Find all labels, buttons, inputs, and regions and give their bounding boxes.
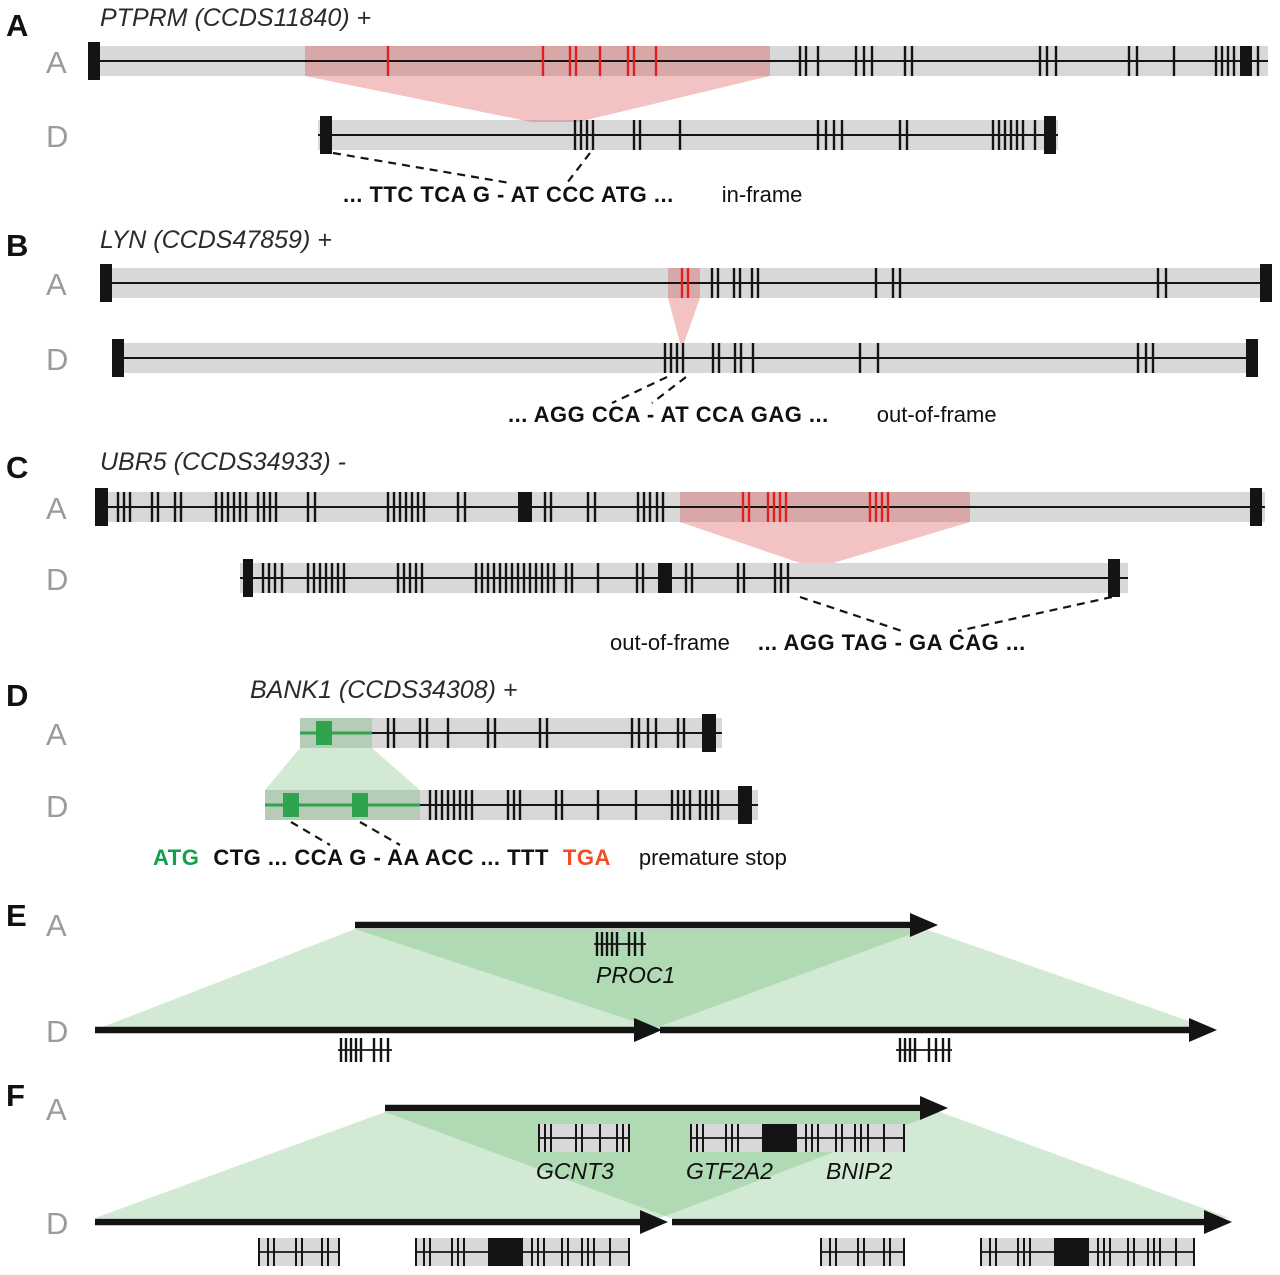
- panel-b-track-d-label: D: [46, 342, 69, 377]
- panel-e-track-a-label: A: [46, 908, 67, 943]
- panel-d-stop-codon: TGA: [562, 845, 611, 870]
- panel-c-track-a-label: A: [46, 491, 67, 526]
- panel-e-gene-proc1-label: PROC1: [596, 962, 676, 988]
- panel-f-letter: F: [6, 1078, 25, 1113]
- panel-b-sequence-row: ... AGG CCA - AT CCA GAG ... out-of-fram…: [508, 402, 997, 428]
- panel-d-sequence-row: ATG CTG ... CCA G - AA ACC ... TTT TGA p…: [153, 845, 787, 871]
- panel-a-gene-title: PTPRM (CCDS11840) +: [100, 4, 372, 32]
- panel-c-letter: C: [6, 450, 29, 485]
- panel-f-gene-bnip2-label: BNIP2: [826, 1158, 893, 1184]
- panel-b-letter: B: [6, 228, 29, 263]
- panel-a-sequence-row: ... TTC TCA G - AT CCC ATG ... in-frame: [343, 182, 802, 208]
- panel-c-gene-title: UBR5 (CCDS34933) -: [100, 448, 346, 476]
- panel-c-frame-note: out-of-frame: [610, 630, 730, 655]
- panel-d-track-d-label: D: [46, 789, 69, 824]
- panel-b-frame-note: out-of-frame: [876, 402, 997, 427]
- panel-d-start-codon: ATG: [153, 845, 200, 870]
- panel-c-sequence-row: out-of-frame ... AGG TAG - GA CAG ...: [610, 630, 1026, 656]
- panel-a-frame-note: in-frame: [721, 182, 803, 207]
- panel-f-track-d-label: D: [46, 1206, 69, 1241]
- panel-b-track-a-label: A: [46, 267, 67, 302]
- panel-c-sequence: ... AGG TAG - GA CAG ...: [757, 630, 1026, 655]
- panel-e-letter: E: [6, 898, 27, 933]
- panel-f-track-a-label: A: [46, 1092, 67, 1127]
- panel-a-track-a-label: A: [46, 45, 67, 80]
- panel-a-sequence: ... TTC TCA G - AT CCC ATG ...: [343, 182, 674, 207]
- panel-f-gene-gcnt3-label: GCNT3: [536, 1158, 614, 1184]
- panel-d-track-a-label: A: [46, 717, 67, 752]
- panel-c-track-d-label: D: [46, 562, 69, 597]
- panel-d-sequence: CTG ... CCA G - AA ACC ... TTT: [213, 845, 549, 870]
- panel-b-sequence: ... AGG CCA - AT CCA GAG ...: [508, 402, 829, 427]
- panel-e-track-d-label: D: [46, 1014, 69, 1049]
- panel-d-frame-note: premature stop: [638, 845, 787, 870]
- panel-d-gene-title: BANK1 (CCDS34308) +: [250, 676, 518, 704]
- panel-a-letter: A: [6, 8, 29, 43]
- panel-a-track-d-label: D: [46, 119, 69, 154]
- panel-f-gene-gtf2a2-label: GTF2A2: [686, 1158, 773, 1184]
- panel-b-gene-title: LYN (CCDS47859) +: [100, 226, 332, 254]
- panel-d-letter: D: [6, 678, 29, 713]
